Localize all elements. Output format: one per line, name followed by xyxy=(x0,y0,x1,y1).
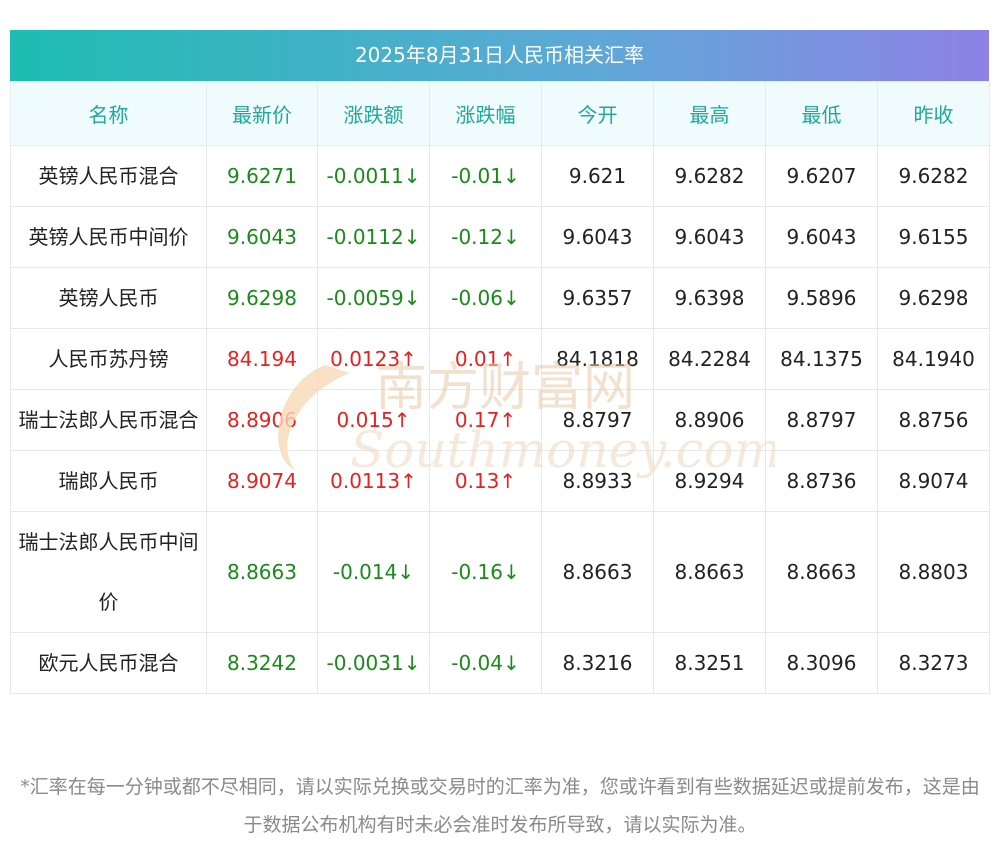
table-row: 瑞士法郎人民币混合 8.8906 0.015↑ 0.17↑ 8.8797 8.8906 8.… xyxy=(10,389,990,451)
cell-change: 0.0123↑ xyxy=(317,328,430,390)
cell-high: 8.8906 xyxy=(653,389,766,451)
table-row: 英镑人民币中间价 9.6043 -0.0112↓ -0.12↓ 9.6043 9.6043… xyxy=(10,206,990,268)
cell-latest: 8.8663 xyxy=(206,511,318,633)
currency-pair-name: 欧元人民币混合 xyxy=(10,632,207,694)
header-change: 涨跌额 xyxy=(317,81,430,146)
currency-pair-name: 瑞士法郎人民币混合 xyxy=(10,389,207,451)
cell-open: 9.6357 xyxy=(541,267,654,329)
cell-change: -0.0112↓ xyxy=(317,206,430,268)
cell-open: 8.8663 xyxy=(541,511,654,633)
currency-pair-name: 英镑人民币中间价 xyxy=(10,206,207,268)
header-prev-close: 昨收 xyxy=(877,81,990,146)
header-row: 名称 最新价 涨跌额 涨跌幅 今开 最高 最低 昨收 xyxy=(10,81,990,146)
cell-open: 84.1818 xyxy=(541,328,654,390)
cell-prev: 8.8756 xyxy=(877,389,990,451)
cell-open: 8.8933 xyxy=(541,450,654,512)
cell-high: 9.6043 xyxy=(653,206,766,268)
cell-prev: 9.6298 xyxy=(877,267,990,329)
cell-latest: 84.194 xyxy=(206,328,318,390)
cell-change: -0.0011↓ xyxy=(317,145,430,207)
header-open: 今开 xyxy=(541,81,654,146)
cell-pct: -0.16↓ xyxy=(429,511,542,633)
header-name: 名称 xyxy=(10,81,207,146)
table-row: 人民币苏丹镑 84.194 0.0123↑ 0.01↑ 84.1818 84.2284 84… xyxy=(10,328,990,390)
cell-change: -0.0031↓ xyxy=(317,632,430,694)
cell-latest: 8.9074 xyxy=(206,450,318,512)
header-high: 最高 xyxy=(653,81,766,146)
cell-high: 9.6282 xyxy=(653,145,766,207)
cell-pct: -0.06↓ xyxy=(429,267,542,329)
header-latest: 最新价 xyxy=(206,81,318,146)
cell-high: 84.2284 xyxy=(653,328,766,390)
table-row: 瑞郎人民币 8.9074 0.0113↑ 0.13↑ 8.8933 8.9294 8.873… xyxy=(10,450,990,512)
cell-low: 8.8797 xyxy=(765,389,878,451)
cell-high: 8.8663 xyxy=(653,511,766,633)
table-row: 英镑人民币混合 9.6271 -0.0011↓ -0.01↓ 9.621 9.6282 9.… xyxy=(10,145,990,207)
cell-prev: 9.6282 xyxy=(877,145,990,207)
cell-change: 0.0113↑ xyxy=(317,450,430,512)
cell-low: 9.6207 xyxy=(765,145,878,207)
cell-pct: -0.01↓ xyxy=(429,145,542,207)
currency-pair-name: 英镑人民币 xyxy=(10,267,207,329)
cell-open: 9.6043 xyxy=(541,206,654,268)
header-low: 最低 xyxy=(765,81,878,146)
rate-table-container: 2025年8月31日人民币相关汇率 名称 最新价 涨跌额 涨跌幅 今开 最高 最… xyxy=(10,30,990,694)
currency-pair-name: 瑞郎人民币 xyxy=(10,450,207,512)
cell-high: 8.9294 xyxy=(653,450,766,512)
cell-pct: 0.01↑ xyxy=(429,328,542,390)
cell-open: 9.621 xyxy=(541,145,654,207)
cell-pct: -0.12↓ xyxy=(429,206,542,268)
cell-open: 8.3216 xyxy=(541,632,654,694)
cell-pct: 0.13↑ xyxy=(429,450,542,512)
cell-prev: 9.6155 xyxy=(877,206,990,268)
cell-pct: -0.04↓ xyxy=(429,632,542,694)
cell-change: -0.014↓ xyxy=(317,511,430,633)
table-row: 英镑人民币 9.6298 -0.0059↓ -0.06↓ 9.6357 9.6398 9.5… xyxy=(10,267,990,329)
cell-prev: 8.8803 xyxy=(877,511,990,633)
cell-change: -0.0059↓ xyxy=(317,267,430,329)
cell-latest: 9.6043 xyxy=(206,206,318,268)
table-title: 2025年8月31日人民币相关汇率 xyxy=(10,30,989,81)
cell-low: 9.5896 xyxy=(765,267,878,329)
table-row: 瑞士法郎人民币中间价 8.8663 -0.014↓ -0.16↓ 8.8663 8.866… xyxy=(10,511,990,633)
cell-open: 8.8797 xyxy=(541,389,654,451)
cell-low: 8.8663 xyxy=(765,511,878,633)
cell-high: 9.6398 xyxy=(653,267,766,329)
cell-prev: 8.3273 xyxy=(877,632,990,694)
cell-latest: 9.6298 xyxy=(206,267,318,329)
rate-table: 名称 最新价 涨跌额 涨跌幅 今开 最高 最低 昨收 英镑人民币混合 9.6271… xyxy=(10,81,990,694)
table-row: 欧元人民币混合 8.3242 -0.0031↓ -0.04↓ 8.3216 8.3251 8… xyxy=(10,632,990,694)
cell-low: 8.3096 xyxy=(765,632,878,694)
cell-prev: 8.9074 xyxy=(877,450,990,512)
cell-low: 84.1375 xyxy=(765,328,878,390)
currency-pair-name: 瑞士法郎人民币中间价 xyxy=(10,511,207,633)
cell-latest: 9.6271 xyxy=(206,145,318,207)
cell-latest: 8.3242 xyxy=(206,632,318,694)
cell-prev: 84.1940 xyxy=(877,328,990,390)
cell-low: 9.6043 xyxy=(765,206,878,268)
cell-pct: 0.17↑ xyxy=(429,389,542,451)
currency-pair-name: 英镑人民币混合 xyxy=(10,145,207,207)
footnote: *汇率在每一分钟或都不尽相同，请以实际兑换或交易时的汇率为准，您或许看到有些数据… xyxy=(20,776,980,836)
header-change-pct: 涨跌幅 xyxy=(429,81,542,146)
cell-change: 0.015↑ xyxy=(317,389,430,451)
cell-latest: 8.8906 xyxy=(206,389,318,451)
cell-high: 8.3251 xyxy=(653,632,766,694)
currency-pair-name: 人民币苏丹镑 xyxy=(10,328,207,390)
cell-low: 8.8736 xyxy=(765,450,878,512)
